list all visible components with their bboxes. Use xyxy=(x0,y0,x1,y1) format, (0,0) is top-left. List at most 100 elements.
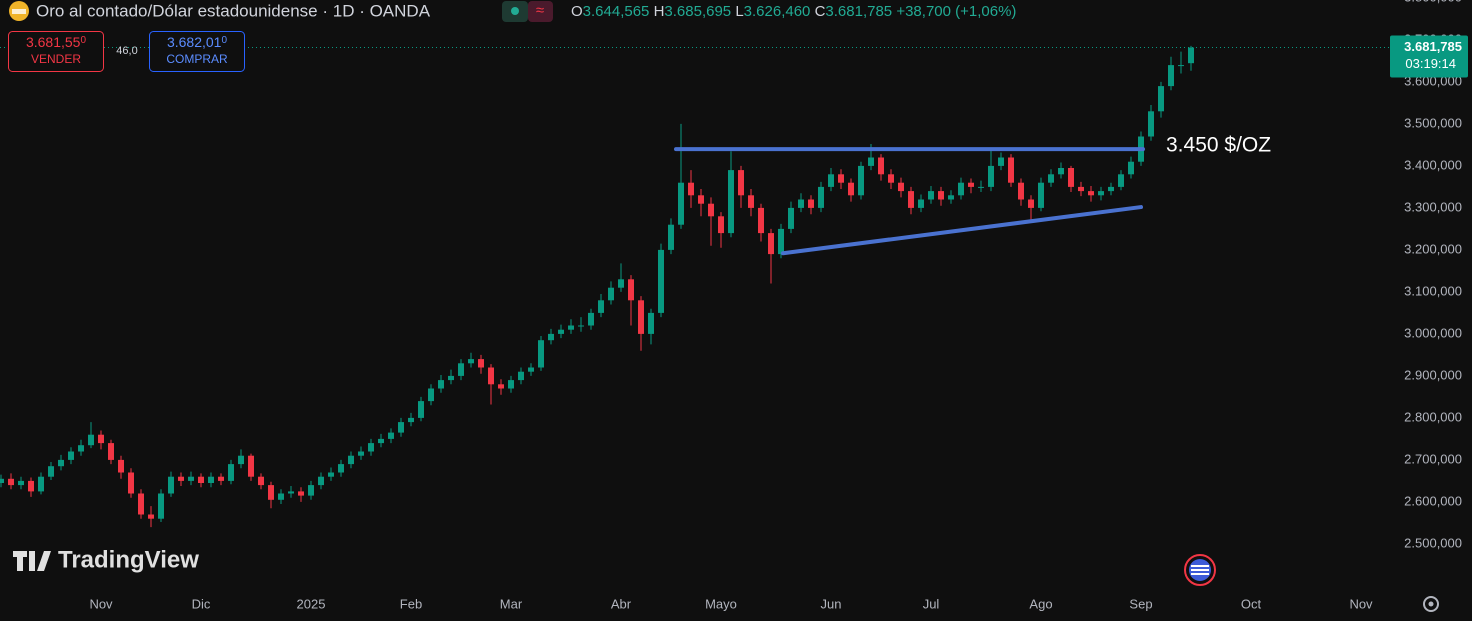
candle-body xyxy=(428,388,434,402)
candle-body xyxy=(0,478,4,483)
candle-body xyxy=(1038,182,1044,208)
candle-body xyxy=(908,191,914,208)
candle-body xyxy=(708,203,714,217)
event-icon[interactable] xyxy=(1184,554,1216,586)
candle-body xyxy=(48,466,54,477)
x-tick-label: Abr xyxy=(611,596,632,611)
y-tick-label: 3.000,000 xyxy=(1404,325,1462,340)
candle-body xyxy=(788,207,794,229)
sell-price-main: 3.681,55 xyxy=(26,34,81,50)
candle-body xyxy=(958,182,964,196)
candle-body xyxy=(778,228,784,255)
candle-body xyxy=(688,182,694,196)
candle-body xyxy=(8,478,14,486)
ohlc-key: C xyxy=(815,3,826,20)
y-tick-label: 2.900,000 xyxy=(1404,367,1462,382)
candle-body xyxy=(498,384,504,389)
candle-body xyxy=(148,514,154,519)
candle-body xyxy=(238,455,244,465)
candle-body xyxy=(618,279,624,288)
settings-icon[interactable] xyxy=(1423,596,1439,612)
ohlc-value: 3.644,565 xyxy=(583,3,650,20)
candle-body xyxy=(158,493,164,519)
ohlc-value: 3.681,785 xyxy=(825,3,892,20)
candle-body xyxy=(68,451,74,460)
candle-body xyxy=(878,157,884,175)
logo-text: TradingView xyxy=(58,546,199,573)
sell-label: VENDER xyxy=(31,52,81,66)
sell-price: 3.681,550 xyxy=(26,34,87,50)
ohlc-key: O xyxy=(571,3,583,20)
candle-body xyxy=(58,459,64,467)
x-tick-label: Nov xyxy=(1349,596,1373,611)
candle-body xyxy=(978,186,984,188)
candle-body xyxy=(328,472,334,477)
candle-body xyxy=(258,476,264,486)
candle-body xyxy=(1178,65,1184,67)
buy-button[interactable] xyxy=(149,31,245,72)
candle-body xyxy=(448,375,454,381)
ohlc-key: H xyxy=(654,3,665,20)
y-tick-label: 2.600,000 xyxy=(1404,493,1462,508)
last-price-tag xyxy=(1390,35,1468,78)
candle-body xyxy=(488,367,494,385)
candle-body xyxy=(198,476,204,483)
y-tick-label: 3.200,000 xyxy=(1404,241,1462,256)
candle-body xyxy=(1008,157,1014,183)
candle-body xyxy=(808,199,814,208)
candle-body xyxy=(668,224,674,250)
candle-body xyxy=(368,443,374,452)
candle-body xyxy=(298,491,304,496)
x-tick-label: Dic xyxy=(192,596,211,611)
candle-body xyxy=(178,476,184,481)
candle-body xyxy=(798,199,804,208)
candle-body xyxy=(738,170,744,196)
y-tick-label: 3.800,000 xyxy=(1404,0,1462,4)
candle-body xyxy=(228,464,234,481)
candle-body xyxy=(988,165,994,187)
sell-button[interactable] xyxy=(8,31,104,72)
candle-body xyxy=(928,191,934,200)
candle-body xyxy=(1098,191,1104,196)
change: +38,700 (+1,06%) xyxy=(896,3,1016,20)
buy-price: 3.682,010 xyxy=(167,34,228,50)
annotation: 3.450 $/OZ xyxy=(1166,134,1271,157)
candle-body xyxy=(348,455,354,465)
symbol-title: Oro al contado/Dólar estadounidense · 1D… xyxy=(36,1,431,20)
y-tick-label: 3.100,000 xyxy=(1404,283,1462,298)
candle-body xyxy=(768,233,774,255)
status-icon: ≈ xyxy=(536,2,544,19)
buy-price-tail: 0 xyxy=(221,35,227,46)
candle-body xyxy=(938,191,944,200)
status-pill[interactable] xyxy=(528,1,553,22)
candle-body xyxy=(508,380,514,389)
candle-body xyxy=(118,459,124,473)
candle-body xyxy=(338,464,344,473)
candle-body xyxy=(308,485,314,496)
candle-body xyxy=(218,476,224,481)
candle-body xyxy=(1048,174,1054,183)
y-tick-label: 2.700,000 xyxy=(1404,451,1462,466)
x-tick-label: Ago xyxy=(1029,596,1052,611)
countdown: 03:19:14 xyxy=(1405,56,1456,71)
buy-price-main: 3.682,01 xyxy=(167,34,222,50)
candle-body xyxy=(728,170,734,234)
x-tick-label: Jun xyxy=(821,596,842,611)
candle-body xyxy=(358,451,364,456)
settings-icon-center xyxy=(1428,601,1434,607)
y-tick-label: 2.800,000 xyxy=(1404,409,1462,424)
candle-body xyxy=(138,493,144,515)
candle-body xyxy=(568,325,574,330)
candle-body xyxy=(758,207,764,234)
last-price-label: 3.681,785 xyxy=(1404,39,1462,54)
candle-body xyxy=(1128,161,1134,175)
candle-body xyxy=(78,445,84,452)
candle-body xyxy=(658,249,664,313)
sell-price-tail: 0 xyxy=(80,35,86,46)
candle-body xyxy=(628,279,634,301)
candle-body xyxy=(558,329,564,334)
candle-body xyxy=(28,480,34,492)
ohlc-key: L xyxy=(735,3,743,20)
